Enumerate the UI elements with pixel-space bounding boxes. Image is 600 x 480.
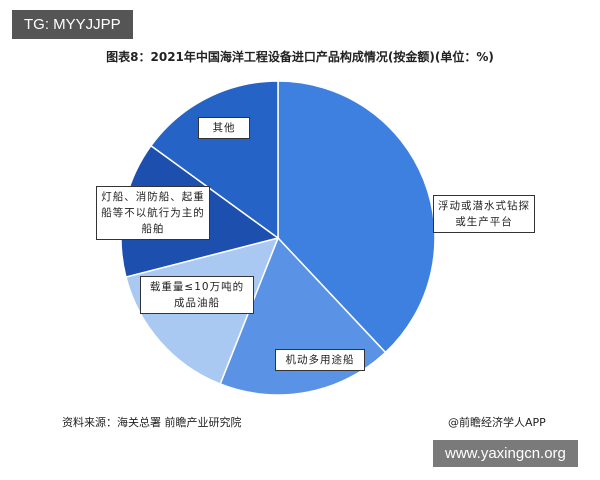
slice-label: 载重量≤10万吨的成品油船 [140, 276, 254, 314]
slice-label: 灯船、消防船、起重船等不以航行为主的船舶 [96, 186, 210, 240]
badge: TG: MYYJJPP [12, 10, 133, 39]
credit: @前瞻经济学人APP [448, 416, 546, 429]
pie-slice [277, 80, 436, 354]
slice-label: 机动多用途船 [275, 349, 365, 371]
slice-label: 其他 [198, 117, 250, 139]
source: 资料来源：海关总署 前瞻产业研究院 [62, 416, 242, 429]
chart-title: 图表8：2021年中国海洋工程设备进口产品构成情况(按金额)(单位：%) [106, 50, 494, 64]
watermark: www.yaxingcn.org [433, 440, 578, 467]
slice-label: 浮动或潜水式钻探或生产平台 [433, 195, 535, 233]
